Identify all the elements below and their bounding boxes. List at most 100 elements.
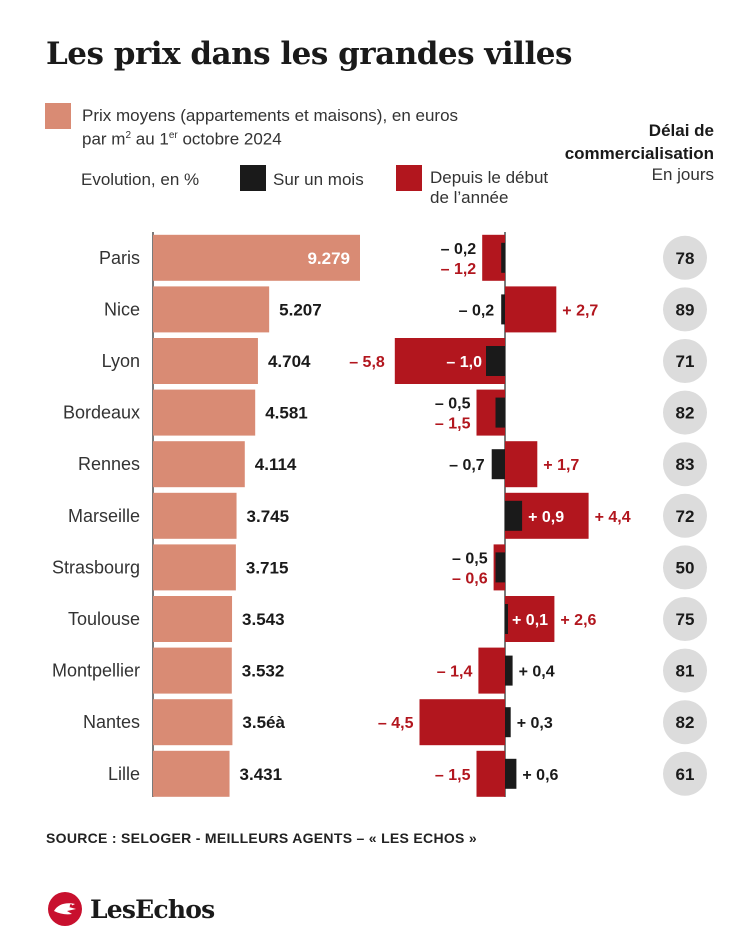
month-bar-toulouse (505, 604, 508, 634)
legend-ytd-swatch (396, 165, 422, 191)
delay-badge-paris (663, 235, 707, 280)
price-value-strasbourg: 3.715 (246, 558, 289, 577)
month-value-nice: – 0,2 (459, 302, 495, 319)
delay-badge-nice (663, 287, 707, 332)
ytd-value-bordeaux: – 1,5 (435, 416, 471, 433)
month-bar-marseille (505, 500, 523, 531)
month-bar-montpellier (505, 655, 513, 686)
month-bar-nantes (505, 707, 511, 738)
month-bar-strasbourg (495, 552, 505, 583)
ytd-value-paris: – 1,2 (441, 261, 477, 278)
legend-ytd-line1: Depuis le début (430, 168, 549, 187)
city-label-paris: Paris (99, 248, 140, 268)
price-bar-montpellier (153, 647, 232, 694)
les-echos-bird-icon (48, 892, 82, 926)
delay-header-line1: Délai de (648, 121, 714, 140)
price-value-nice: 5.207 (279, 300, 322, 319)
chart-title: Les prix dans les grandes villes (46, 36, 572, 72)
month-bar-paris (501, 242, 505, 273)
delay-badge-rennes (663, 442, 707, 487)
ytd-value-nice: + 2,7 (562, 302, 598, 319)
delay-badge-lyon (663, 339, 707, 383)
ytd-value-rennes: + 1,7 (543, 457, 579, 474)
city-label-rennes: Rennes (78, 454, 140, 474)
month-value-lyon: – 1,0 (446, 354, 482, 371)
ytd-value-lyon: – 5,8 (349, 354, 385, 371)
price-value-lille: 3.431 (240, 765, 283, 784)
ytd-value-lille: – 1,5 (435, 767, 471, 784)
price-bar-bordeaux (153, 389, 256, 436)
price-bar-toulouse (153, 596, 233, 642)
city-label-montpellier: Montpellier (52, 661, 140, 681)
ytd-value-toulouse: + 2,6 (560, 612, 596, 629)
legend-price-line1: Prix moyens (appartements et maisons), e… (82, 106, 459, 125)
price-value-montpellier: 3.532 (242, 662, 285, 681)
price-value-bordeaux: 4.581 (265, 404, 308, 423)
delay-badge-montpellier (663, 648, 707, 693)
price-chart: Paris 9.279 – 0,2 – 1,2 78 Nice 5.207 – 0,2 + 2,… (52, 232, 707, 797)
month-value-bordeaux: – 0,5 (435, 396, 471, 413)
price-bar-marseille (153, 492, 237, 539)
city-label-lille: Lille (108, 764, 140, 784)
ytd-bar-montpellier (478, 647, 505, 694)
month-value-strasbourg: – 0,5 (452, 550, 488, 567)
month-value-toulouse: + 0,1 (512, 612, 548, 629)
delay-badge-nantes (663, 700, 707, 745)
ytd-value-nantes: – 4,5 (378, 715, 414, 732)
legend-evolution-label: Evolution, en % (81, 170, 200, 189)
month-bar-lyon (486, 346, 505, 376)
delay-badge-bordeaux (663, 390, 707, 435)
price-bar-lille (153, 750, 230, 797)
ytd-value-strasbourg: – 0,6 (452, 570, 488, 587)
price-bar-nantes (153, 699, 233, 746)
month-value-montpellier: + 0,4 (519, 664, 555, 681)
delay-value-bordeaux: 82 (676, 404, 695, 423)
legend-price-line2: par m2 au 1er octobre 2024 (82, 129, 282, 149)
delay-value-lille: 61 (676, 765, 695, 784)
legend-month-swatch (240, 165, 266, 191)
delay-badge-lille (663, 751, 707, 796)
delay-header: Délai de commercialisation (565, 119, 714, 165)
price-value-toulouse: 3.543 (242, 610, 285, 629)
city-label-bordeaux: Bordeaux (63, 403, 140, 423)
price-value-marseille: 3.745 (247, 507, 290, 526)
price-bar-lyon (153, 338, 258, 384)
month-value-lille: + 0,6 (522, 767, 558, 784)
delay-badge-toulouse (663, 597, 707, 641)
ytd-bar-paris (482, 234, 505, 281)
month-value-marseille: + 0,9 (528, 509, 564, 526)
les-echos-logo: LesEchos (48, 892, 215, 926)
month-value-paris: – 0,2 (441, 241, 477, 258)
ytd-value-marseille: + 4,4 (595, 509, 631, 526)
legend-price-swatch (45, 103, 71, 129)
delay-value-nantes: 82 (676, 713, 695, 732)
month-bar-nice (501, 294, 505, 325)
delay-value-marseille: 72 (676, 507, 695, 526)
city-label-nice: Nice (104, 299, 140, 319)
delay-value-lyon: 71 (676, 352, 695, 371)
delay-value-montpellier: 81 (676, 662, 695, 681)
price-bar-strasbourg (153, 544, 236, 591)
city-label-lyon: Lyon (102, 351, 140, 371)
delay-header-line2: commercialisation (564, 144, 714, 163)
ytd-bar-nice (505, 286, 557, 333)
month-bar-rennes (491, 449, 505, 480)
ytd-bar-nantes (419, 699, 505, 746)
legend-month-label: Sur un mois (273, 170, 364, 189)
delay-value-toulouse: 75 (676, 610, 695, 629)
price-value-rennes: 4.114 (255, 455, 297, 474)
month-value-nantes: + 0,3 (517, 715, 553, 732)
logo-text: LesEchos (90, 894, 215, 924)
delay-value-paris: 78 (676, 249, 695, 268)
delay-unit: En jours (651, 165, 714, 184)
source-note: SOURCE : SELOGER - MEILLEURS AGENTS – « … (46, 830, 477, 846)
delay-value-strasbourg: 50 (676, 558, 695, 577)
delay-badge-marseille (663, 493, 707, 538)
price-bar-nice (153, 286, 270, 333)
ytd-bar-toulouse (505, 596, 555, 642)
city-label-toulouse: Toulouse (68, 609, 140, 629)
ytd-bar-lille (476, 750, 505, 797)
legend-ytd-line2: de l’année (430, 188, 509, 207)
month-bar-bordeaux (495, 397, 505, 428)
delay-value-rennes: 83 (676, 455, 695, 474)
